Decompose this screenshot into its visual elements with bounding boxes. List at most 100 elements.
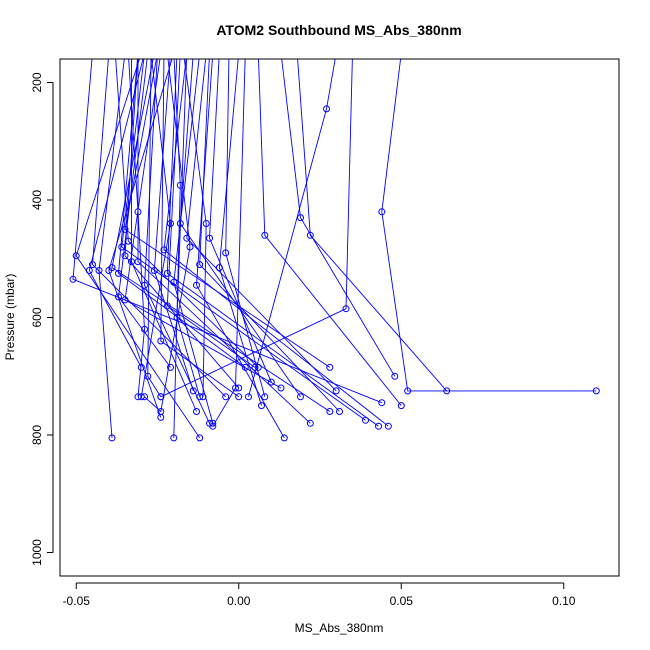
data-point bbox=[222, 393, 230, 401]
data-point bbox=[206, 234, 213, 242]
profile-line-13 bbox=[111, 59, 331, 412]
data-point bbox=[173, 314, 181, 321]
data-point bbox=[384, 422, 392, 430]
profile-line-21 bbox=[166, 59, 379, 427]
data-point bbox=[592, 387, 600, 395]
profile-line-44 bbox=[124, 59, 240, 389]
profile-line-34 bbox=[248, 59, 336, 397]
data-point bbox=[121, 252, 129, 260]
data-point bbox=[176, 220, 184, 227]
data-point bbox=[326, 408, 334, 415]
profile-line-10 bbox=[108, 59, 173, 418]
x-axis: -0.05 0.00 0.05 0.10 bbox=[63, 582, 576, 608]
data-point bbox=[297, 393, 304, 401]
data-point bbox=[183, 234, 191, 242]
profile-line-18 bbox=[115, 59, 259, 368]
data-point bbox=[157, 337, 165, 345]
profile-line-38 bbox=[163, 59, 389, 427]
profile-line-36 bbox=[160, 59, 353, 398]
x-axis-label: MS_Abs_380nm bbox=[295, 621, 384, 635]
profile-line-23 bbox=[173, 59, 214, 424]
profile-line-27 bbox=[186, 59, 337, 392]
data-point bbox=[186, 243, 194, 251]
profile-line-5 bbox=[88, 59, 144, 368]
data-point bbox=[144, 372, 152, 380]
plot-data bbox=[69, 59, 600, 442]
data-point bbox=[235, 384, 243, 392]
data-point bbox=[193, 408, 200, 415]
data-point bbox=[277, 384, 285, 392]
data-point bbox=[108, 264, 116, 272]
data-point bbox=[280, 434, 288, 442]
data-point bbox=[261, 231, 269, 239]
data-point bbox=[378, 399, 386, 407]
profile-line-9 bbox=[72, 59, 382, 404]
data-point bbox=[267, 378, 275, 386]
data-point bbox=[163, 269, 171, 277]
profile-line-4 bbox=[183, 59, 207, 397]
y-tick-label: 800 bbox=[30, 425, 44, 445]
profile-line-33 bbox=[297, 59, 448, 392]
data-point bbox=[150, 267, 158, 274]
data-point bbox=[306, 419, 314, 427]
data-point bbox=[202, 220, 210, 227]
y-tick-label: 400 bbox=[30, 190, 44, 210]
data-point bbox=[375, 422, 382, 430]
data-point bbox=[404, 387, 412, 395]
data-point bbox=[206, 419, 213, 427]
data-point bbox=[128, 258, 135, 266]
data-point bbox=[245, 393, 252, 401]
data-point bbox=[141, 281, 148, 289]
data-point bbox=[89, 261, 96, 269]
profile-line-32 bbox=[281, 59, 396, 377]
data-point bbox=[326, 363, 334, 371]
data-point bbox=[378, 208, 386, 216]
data-point bbox=[167, 363, 174, 371]
data-point bbox=[115, 293, 122, 301]
data-point bbox=[251, 363, 259, 371]
data-point bbox=[323, 105, 330, 113]
data-point bbox=[69, 275, 77, 283]
data-point bbox=[141, 325, 148, 333]
profile-line-41 bbox=[131, 59, 197, 412]
profile-line-37 bbox=[137, 59, 311, 424]
chart-title: ATOM2 Southbound MS_Abs_380nm bbox=[216, 22, 461, 38]
profile-line-42 bbox=[144, 59, 210, 424]
profile-line-40 bbox=[153, 59, 194, 392]
data-point bbox=[336, 408, 343, 415]
data-point bbox=[196, 434, 204, 442]
profile-line-26 bbox=[179, 59, 301, 398]
y-tick-label: 1000 bbox=[30, 539, 44, 566]
y-axis-label: Pressure (mbar) bbox=[3, 274, 17, 361]
profile-line-2 bbox=[144, 59, 191, 413]
y-tick-label: 200 bbox=[30, 72, 44, 92]
data-point bbox=[108, 434, 116, 442]
profile-line-43 bbox=[166, 59, 256, 368]
data-point bbox=[193, 281, 200, 289]
data-point bbox=[163, 302, 171, 310]
x-tick-label: 0.05 bbox=[390, 594, 414, 608]
data-point bbox=[222, 249, 230, 257]
data-point bbox=[121, 296, 129, 304]
data-point bbox=[254, 363, 262, 371]
x-tick-label: -0.05 bbox=[63, 594, 91, 608]
x-tick-label: 0.10 bbox=[552, 594, 576, 608]
data-point bbox=[397, 402, 405, 410]
profile-line-31 bbox=[258, 59, 402, 406]
data-point bbox=[209, 419, 217, 427]
profile-line-28 bbox=[199, 59, 340, 412]
data-point bbox=[261, 393, 269, 401]
data-point bbox=[391, 372, 399, 380]
data-point bbox=[157, 393, 165, 401]
data-point bbox=[199, 393, 207, 401]
profile-line-29 bbox=[209, 59, 272, 383]
y-tick-label: 600 bbox=[30, 307, 44, 327]
profile-line-35 bbox=[381, 59, 597, 392]
data-point bbox=[196, 261, 204, 269]
profile-line-22 bbox=[176, 59, 201, 397]
profile-line-24 bbox=[225, 59, 266, 397]
data-point bbox=[332, 387, 340, 395]
profile-line-1 bbox=[140, 59, 171, 397]
profile-line-15 bbox=[124, 59, 331, 368]
